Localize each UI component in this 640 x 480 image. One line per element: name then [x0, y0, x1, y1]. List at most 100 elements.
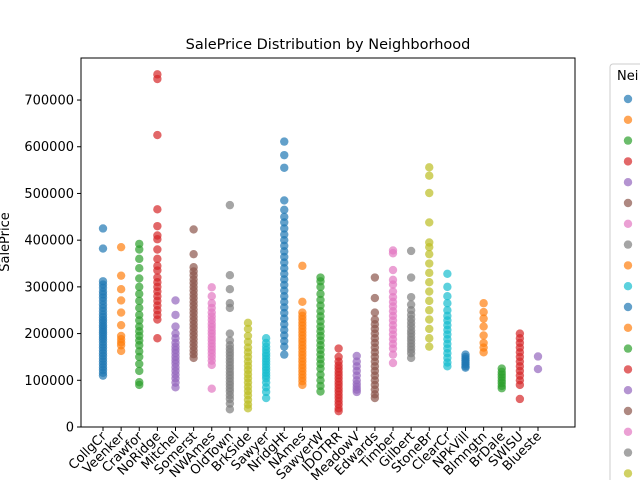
- data-point: [425, 278, 434, 287]
- legend-marker: [623, 406, 633, 416]
- data-point: [479, 314, 488, 323]
- data-point: [225, 270, 235, 280]
- data-point: [280, 196, 289, 205]
- data-point: [533, 352, 543, 361]
- y-tick-label: 100000: [24, 374, 74, 389]
- data-point: [225, 285, 235, 294]
- legend-title: Nei: [617, 69, 638, 84]
- data-point: [280, 163, 289, 172]
- legend-marker: [623, 94, 633, 104]
- data-point: [370, 308, 380, 317]
- legend-marker: [623, 323, 633, 332]
- y-tick-label: 300000: [24, 280, 74, 295]
- plot-area-frame: [80, 57, 576, 428]
- legend-marker: [623, 261, 633, 270]
- data-point: [116, 308, 126, 317]
- data-point: [406, 246, 416, 256]
- data-point: [207, 360, 216, 370]
- data-point: [388, 280, 398, 289]
- data-point: [171, 383, 180, 392]
- data-point: [425, 296, 434, 306]
- y-tick-label: 0: [66, 421, 74, 436]
- data-point: [153, 205, 162, 214]
- data-point: [261, 387, 271, 397]
- data-point: [135, 254, 144, 264]
- data-point: [189, 353, 198, 363]
- data-point: [443, 282, 452, 292]
- y-tick-label: 400000: [24, 234, 74, 249]
- data-point: [153, 254, 162, 264]
- legend-marker: [623, 115, 633, 125]
- data-point: [352, 387, 361, 397]
- data-point: [135, 352, 144, 362]
- data-point: [153, 266, 162, 275]
- data-point: [135, 274, 144, 283]
- data-point: [334, 344, 343, 353]
- data-point: [153, 130, 162, 140]
- data-point: [135, 282, 144, 292]
- data-point: [406, 353, 416, 363]
- data-point: [225, 200, 235, 210]
- data-point: [116, 320, 126, 330]
- data-point: [406, 273, 416, 282]
- data-point: [153, 315, 162, 324]
- data-point: [425, 249, 434, 259]
- data-point: [98, 371, 108, 380]
- data-points: [98, 70, 543, 416]
- data-point: [316, 289, 325, 299]
- data-point: [425, 287, 434, 296]
- data-point: [135, 245, 144, 254]
- data-point: [280, 224, 289, 233]
- legend-marker: [623, 178, 633, 187]
- y-tick-label: 600000: [24, 140, 74, 155]
- data-point: [425, 188, 434, 198]
- data-point: [135, 263, 144, 273]
- legend-marker: [623, 427, 633, 436]
- legend-marker: [623, 302, 633, 312]
- data-point: [515, 394, 525, 404]
- data-point: [388, 265, 398, 275]
- data-point: [298, 380, 307, 390]
- data-point: [225, 329, 235, 338]
- data-point: [425, 342, 434, 351]
- data-point: [116, 296, 126, 305]
- data-point: [425, 259, 434, 268]
- data-point: [316, 282, 325, 292]
- y-axis: 0 100000 200000 300000 400000 500000 600000 700…: [24, 94, 81, 436]
- data-point: [479, 331, 488, 340]
- data-point: [135, 366, 144, 376]
- legend-frame: [609, 63, 640, 480]
- data-point: [98, 244, 108, 253]
- data-point: [461, 363, 470, 372]
- data-point: [298, 297, 307, 307]
- data-point: [207, 384, 216, 393]
- y-tick-label: 500000: [24, 187, 74, 202]
- data-point: [443, 299, 452, 308]
- data-point: [497, 384, 506, 393]
- data-point: [135, 303, 144, 313]
- legend-marker: [623, 240, 633, 249]
- data-point: [298, 261, 307, 271]
- data-point: [388, 350, 398, 359]
- data-point: [153, 74, 162, 84]
- data-point: [135, 380, 144, 390]
- data-point: [316, 387, 325, 396]
- data-point: [280, 137, 289, 146]
- data-point: [171, 296, 180, 305]
- legend-marker: [623, 136, 633, 145]
- data-point: [135, 359, 144, 369]
- chart-title: SalePrice Distribution by Neighborhood: [186, 37, 471, 53]
- data-point: [207, 292, 216, 301]
- data-point: [189, 225, 198, 234]
- data-point: [479, 299, 488, 308]
- legend-marker: [623, 198, 633, 208]
- data-point: [153, 235, 162, 244]
- data-point: [443, 269, 452, 278]
- data-point: [207, 283, 216, 292]
- data-point: [388, 249, 398, 258]
- data-point: [243, 331, 253, 341]
- data-point: [425, 163, 434, 172]
- x-axis: CollgCrVeenkerCrawforNoRidgeMitchelSomer…: [66, 427, 545, 480]
- data-point: [443, 292, 452, 301]
